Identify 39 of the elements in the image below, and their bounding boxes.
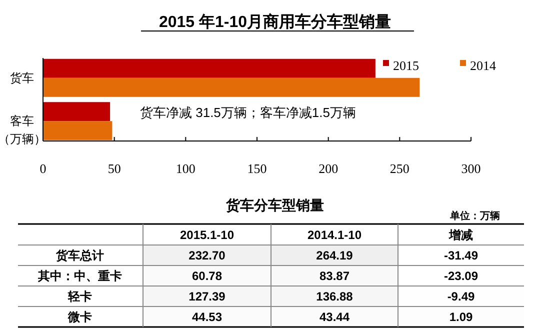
data-label: 232.70 [188,248,226,262]
y-tick-label: 微卡 [67,310,92,324]
x-tick-label: 100 [176,161,196,176]
data-label: -23.09 [444,269,478,283]
x-tick-label: 2015.1-10 [180,228,234,242]
annotation: 货车净减 31.5万辆；客车净减1.5万辆 [140,105,356,120]
data-label: 60.78 [192,269,222,283]
y-tick-label: 客车 [10,114,34,128]
text: 单位：万辆 [449,210,500,222]
x-tick-label: 150 [247,161,267,176]
y-tick-label: 轻卡 [67,290,92,304]
y-tick-label: 货车总计 [55,248,104,262]
legend-label: 2015 [393,58,419,73]
data-label: 136.88 [316,290,354,304]
data-label: -31.49 [444,248,478,262]
bar [43,121,112,140]
x-tick-label: 增减 [448,228,473,242]
data-label: 1.09 [449,310,473,324]
bar [43,102,110,122]
x-tick-label: 0 [40,161,46,176]
legend-label: 2014 [470,58,496,73]
y-tick-label: 其中：中、重卡 [37,269,122,283]
data-label: 44.53 [192,310,222,324]
x-tick-label: 200 [318,161,338,176]
y-tick-label: 货车 [10,70,34,85]
chart-title: 2015 年1-10月商用车分车型销量 [158,13,392,31]
bar [43,58,376,78]
data-label: 43.44 [319,310,350,324]
x-tick-label: 50 [108,161,121,176]
data-label: 83.87 [319,269,350,283]
x-tick-label: 250 [390,161,410,176]
x-tick-label: 300 [461,161,481,176]
y-axis-title: （万辆） [0,132,46,146]
data-label: -9.49 [447,290,475,304]
bar [43,78,420,97]
x-tick-label: 2014.1-10 [307,228,362,242]
data-label: 127.39 [188,290,226,304]
data-label: 264.19 [316,248,354,262]
chart-title: 货车分车型销量 [225,197,324,213]
